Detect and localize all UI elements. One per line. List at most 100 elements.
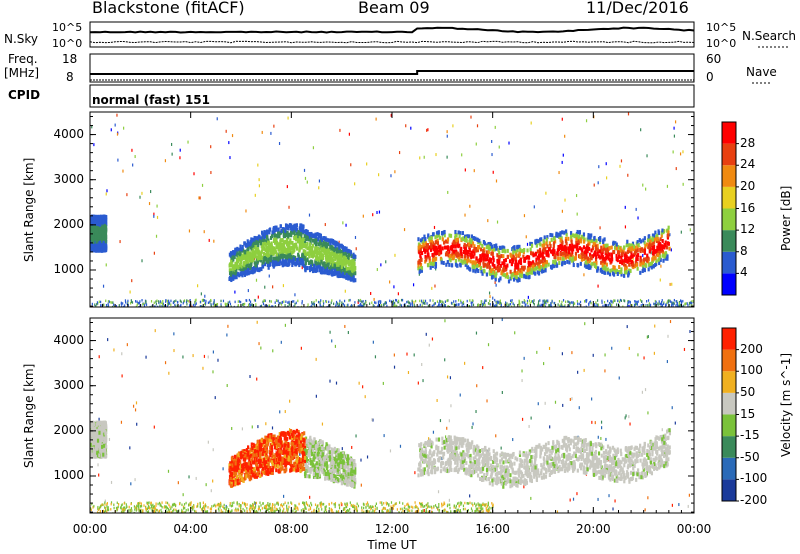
- echo-cell: [96, 232, 99, 237]
- ground-scatter-point: [469, 299, 471, 302]
- ground-scatter-point: [506, 302, 508, 305]
- echo-cell: [270, 241, 273, 246]
- scatter-point: [123, 126, 125, 130]
- ground-scatter-point: [179, 299, 181, 303]
- echo-cell: [263, 262, 267, 267]
- echo-cell: [308, 248, 311, 253]
- echo-cell: [336, 273, 339, 278]
- echo-cell: [466, 255, 470, 260]
- ground-scatter-point: [394, 304, 396, 307]
- echo-cell: [559, 238, 562, 243]
- echo-cell: [348, 249, 351, 254]
- echo-cell: [501, 249, 504, 254]
- echo-cell: [620, 272, 623, 277]
- echo-cell: [323, 261, 327, 266]
- echo-cell: [351, 272, 354, 277]
- echo-cell: [333, 272, 336, 277]
- ground-scatter-point: [105, 299, 107, 303]
- ground-scatter-point: [673, 298, 675, 302]
- echo-cell: [246, 263, 249, 268]
- echo-cell: [561, 246, 564, 251]
- echo-cell: [104, 224, 108, 229]
- echo-cell: [344, 258, 347, 263]
- echo-cell: [301, 240, 304, 245]
- ground-scatter-point: [640, 304, 642, 307]
- echo-cell: [322, 270, 325, 275]
- echo-cell: [563, 260, 566, 265]
- echo-cell: [244, 250, 247, 255]
- echo-cell: [584, 260, 588, 265]
- echo-cell: [318, 268, 321, 273]
- ground-scatter-point: [380, 303, 382, 307]
- ground-scatter-point: [628, 300, 630, 303]
- ground-scatter-point: [411, 305, 413, 307]
- echo-cell: [631, 241, 635, 246]
- echo-cell: [317, 264, 320, 269]
- echo-cell: [469, 267, 472, 272]
- scatter-point: [446, 130, 448, 134]
- scatter-point: [287, 116, 289, 120]
- ground-scatter-point: [660, 305, 662, 307]
- scatter-point: [403, 228, 406, 232]
- ground-scatter-point: [605, 304, 608, 307]
- echo-cell: [642, 264, 645, 269]
- echo-cell: [605, 262, 608, 267]
- ground-scatter-point: [361, 304, 364, 307]
- echo-cell: [477, 262, 481, 267]
- scatter-point: [372, 213, 374, 217]
- echo-cell: [347, 254, 350, 259]
- echo-cell: [299, 241, 303, 246]
- ground-scatter-point: [607, 299, 609, 303]
- ground-scatter-point: [251, 303, 253, 306]
- echo-cell: [320, 237, 323, 242]
- ground-scatter-point: [489, 303, 491, 306]
- echo-cell: [628, 268, 631, 273]
- ground-scatter-point: [328, 300, 330, 304]
- echo-cell: [428, 256, 431, 261]
- echo-cell: [255, 240, 258, 245]
- echo-cell: [588, 259, 591, 264]
- scatter-point: [225, 129, 227, 133]
- echo-cell: [601, 267, 604, 272]
- echo-cell: [313, 264, 316, 269]
- ground-scatter-point: [604, 304, 606, 307]
- ground-scatter-point: [260, 304, 263, 307]
- scatter-point: [198, 196, 200, 200]
- ground-scatter-point: [550, 302, 552, 305]
- echo-cell: [228, 252, 232, 257]
- nsearch-line: [89, 40, 695, 44]
- echo-cell: [343, 267, 346, 272]
- ground-scatter-point: [385, 301, 388, 305]
- ground-scatter-point: [237, 300, 239, 303]
- ground-scatter-point: [165, 299, 167, 302]
- ground-scatter-point: [107, 304, 110, 307]
- echo-cell: [612, 250, 615, 255]
- echo-cell: [230, 278, 233, 283]
- echo-cell: [458, 255, 461, 260]
- ground-scatter-point: [523, 299, 525, 302]
- echo-cell: [273, 249, 276, 254]
- echo-cell: [101, 219, 104, 224]
- echo-cell: [289, 254, 292, 259]
- ground-scatter-point: [317, 300, 320, 304]
- scatter-point: [558, 171, 560, 175]
- ground-scatter-point: [494, 298, 496, 302]
- ground-scatter-point: [602, 304, 604, 307]
- echo-cell: [331, 240, 334, 245]
- ground-scatter-point: [201, 299, 204, 302]
- echo-cell: [231, 255, 234, 260]
- echo-cell: [604, 251, 607, 256]
- echo-cell: [242, 251, 246, 256]
- echo-cell: [289, 240, 292, 245]
- scatter-point: [312, 146, 315, 150]
- echo-cell: [302, 237, 305, 242]
- ground-scatter-point: [175, 299, 177, 303]
- ground-scatter-point: [319, 304, 321, 307]
- echo-cell: [242, 256, 245, 261]
- ground-scatter-point: [111, 301, 113, 304]
- echo-cell: [495, 246, 498, 251]
- scatter-point: [642, 253, 644, 257]
- ground-scatter-point: [393, 303, 395, 307]
- echo-cell: [485, 250, 488, 255]
